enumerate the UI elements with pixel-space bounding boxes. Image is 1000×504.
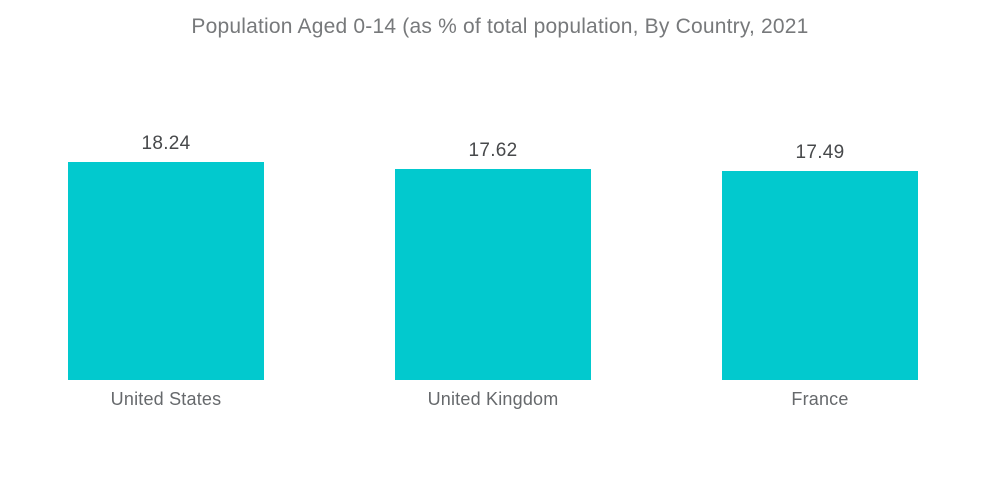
bar [395,169,591,380]
bar [68,162,264,380]
bar-column: 17.49 France [722,142,918,410]
bar-column: 18.24 United States [68,133,264,410]
bar-value-label: 18.24 [141,133,191,154]
category-label: France [791,389,849,409]
bar-value-label: 17.49 [795,142,845,163]
plot-area: 18.24 United States 17.62 United Kingdom 17.… [68,133,918,410]
category-label: United States [110,389,222,409]
bar-column: 17.62 United Kingdom [395,140,591,410]
bar [722,171,918,380]
chart-title: Population Aged 0-14 (as % of total popu… [191,15,809,38]
category-label: United Kingdom [427,389,559,409]
bar-value-label: 17.62 [468,140,518,161]
